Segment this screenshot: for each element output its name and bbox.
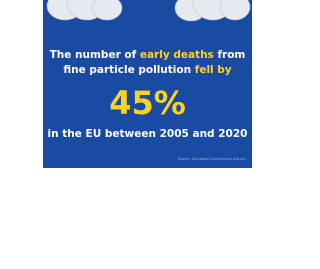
clouds <box>43 0 252 40</box>
figure: 45% <box>43 85 252 121</box>
text: The number of <box>50 49 140 61</box>
highlight: early deaths <box>140 49 214 61</box>
right-cloud <box>175 0 250 21</box>
left-cloud <box>47 0 122 20</box>
page: {"headline": {"line1": ["The number of "… <box>0 0 296 269</box>
subline: in the EU between 2005 and 2020 <box>43 128 252 140</box>
source: Source: European Environment Agency <box>177 157 246 161</box>
text: fine particle pollution <box>63 64 194 76</box>
headline-line: fine particle pollution fell by <box>43 64 252 76</box>
headline-line: The number of early deaths from <box>43 49 252 61</box>
text: from <box>214 49 246 61</box>
highlight: fell by <box>195 64 232 76</box>
infographic-panel: The number of early deaths from fine par… <box>43 0 252 168</box>
